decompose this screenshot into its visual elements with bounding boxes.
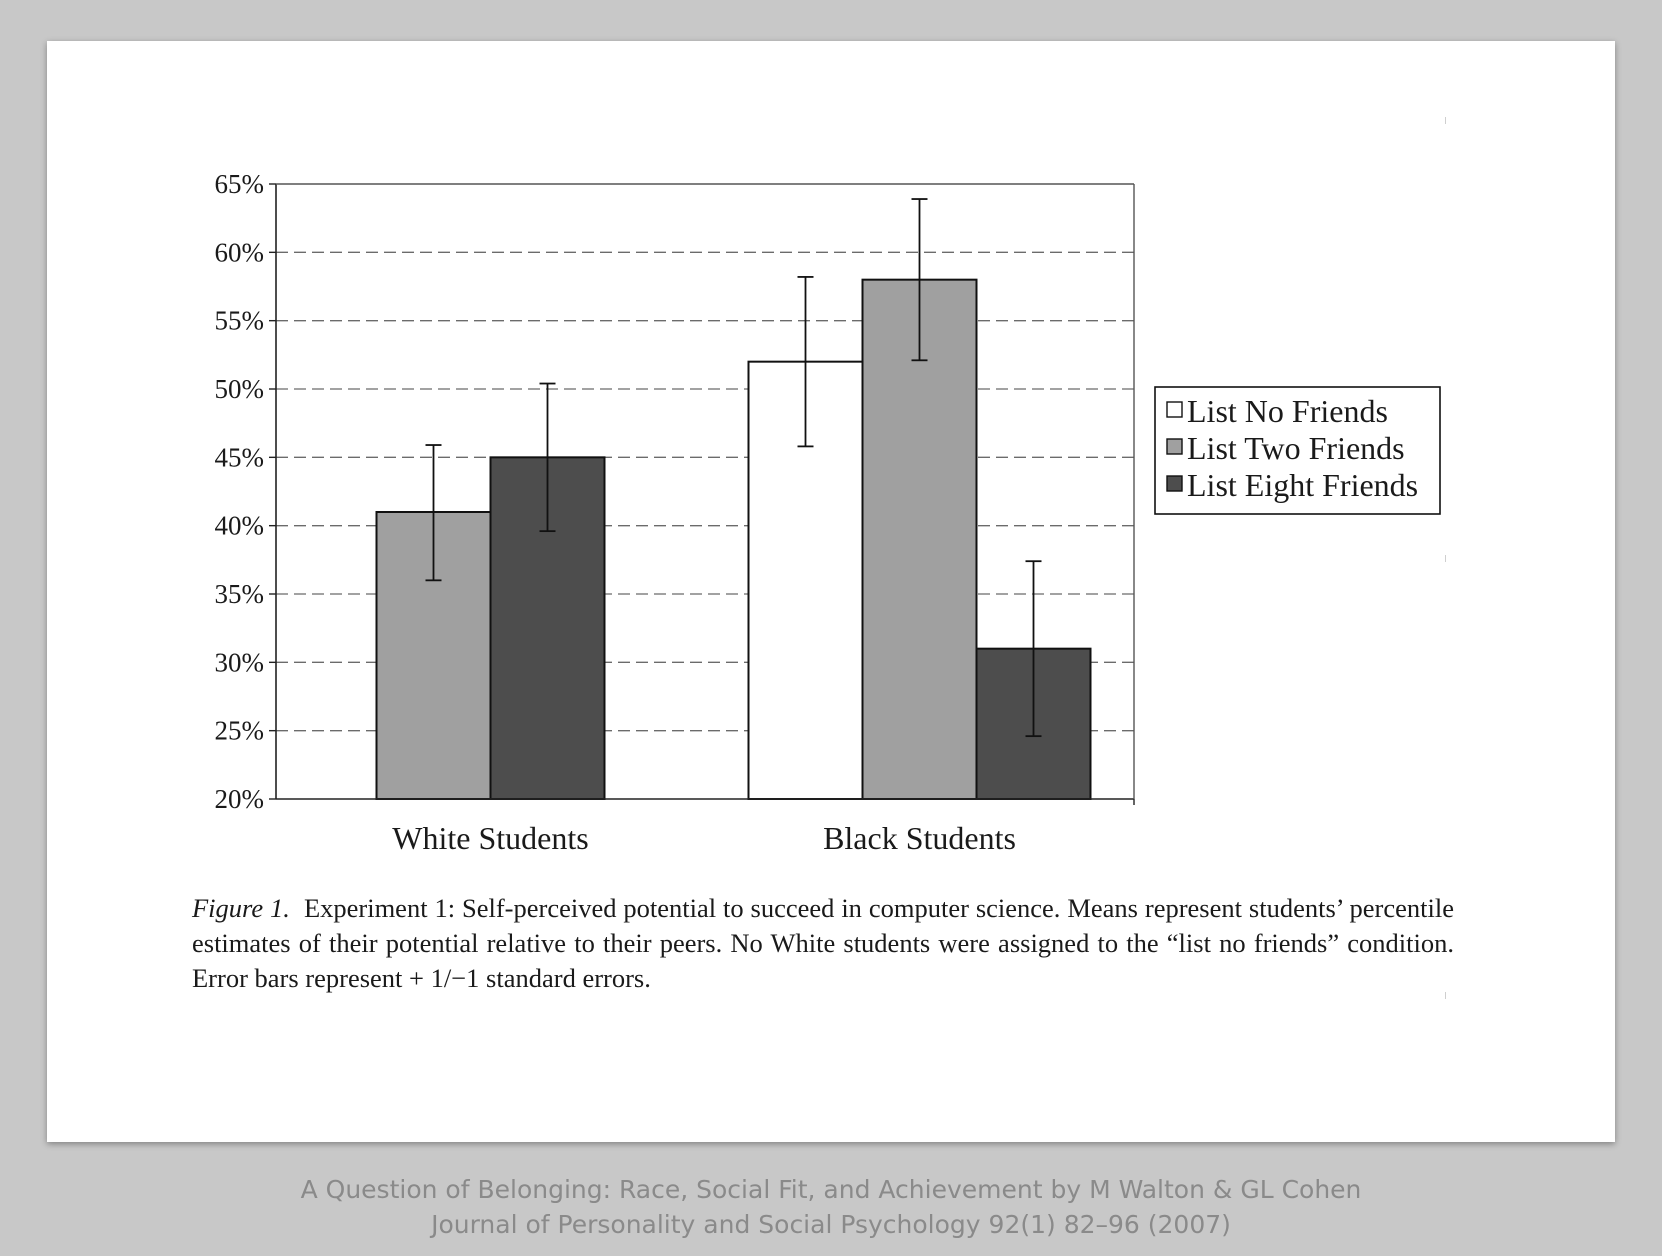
y-tick-label: 45%	[215, 442, 265, 472]
y-tick-label: 35%	[215, 579, 265, 609]
bar-chart: 20% 25% 30% 35% 40% 45% 50% 55% 60% 65% White Stu…	[215, 169, 1441, 856]
legend-swatch	[1166, 401, 1183, 418]
edge-mark	[1445, 117, 1446, 124]
y-tick-label: 30%	[215, 647, 265, 677]
legend-label: List No Friends	[1187, 393, 1388, 429]
edge-mark	[1445, 992, 1446, 999]
figure-page: 20% 25% 30% 35% 40% 45% 50% 55% 60% 65% White Stu…	[47, 41, 1615, 1142]
figure-label: Figure 1.	[192, 893, 290, 923]
legend-box	[1154, 386, 1441, 515]
y-tick-label: 60%	[215, 237, 265, 267]
category-labels: White Students Black Students	[392, 820, 1016, 856]
legend-label: List Eight Friends	[1187, 467, 1418, 503]
y-tick-labels: 20% 25% 30% 35% 40% 45% 50% 55% 60% 65%	[215, 169, 265, 814]
edge-mark	[1445, 555, 1446, 562]
source-citation: A Question of Belonging: Race, Social Fi…	[0, 1172, 1662, 1242]
bars	[375, 278, 1092, 801]
y-tick-label: 40%	[215, 511, 265, 541]
y-tick-label: 55%	[215, 306, 265, 336]
legend-swatch	[1166, 475, 1183, 492]
category-label: Black Students	[823, 820, 1016, 856]
legend-swatch	[1166, 438, 1183, 455]
legend-label: List Two Friends	[1187, 430, 1405, 466]
caption-text: Experiment 1: Self-perceived potential t…	[192, 893, 1454, 993]
y-tick-label: 25%	[215, 716, 265, 746]
error-bars	[425, 198, 1042, 738]
figure-caption: Figure 1. Experiment 1: Self-perceived po…	[192, 891, 1454, 996]
y-tick-label: 20%	[215, 784, 265, 814]
y-tick-label: 65%	[215, 169, 265, 199]
source-journal-line: Journal of Personality and Social Psycho…	[431, 1210, 1231, 1239]
y-tick-label: 50%	[215, 374, 265, 404]
axes	[269, 183, 1135, 805]
bar	[861, 278, 978, 800]
category-label: White Students	[392, 820, 588, 856]
source-title-line: A Question of Belonging: Race, Social Fi…	[300, 1175, 1362, 1204]
